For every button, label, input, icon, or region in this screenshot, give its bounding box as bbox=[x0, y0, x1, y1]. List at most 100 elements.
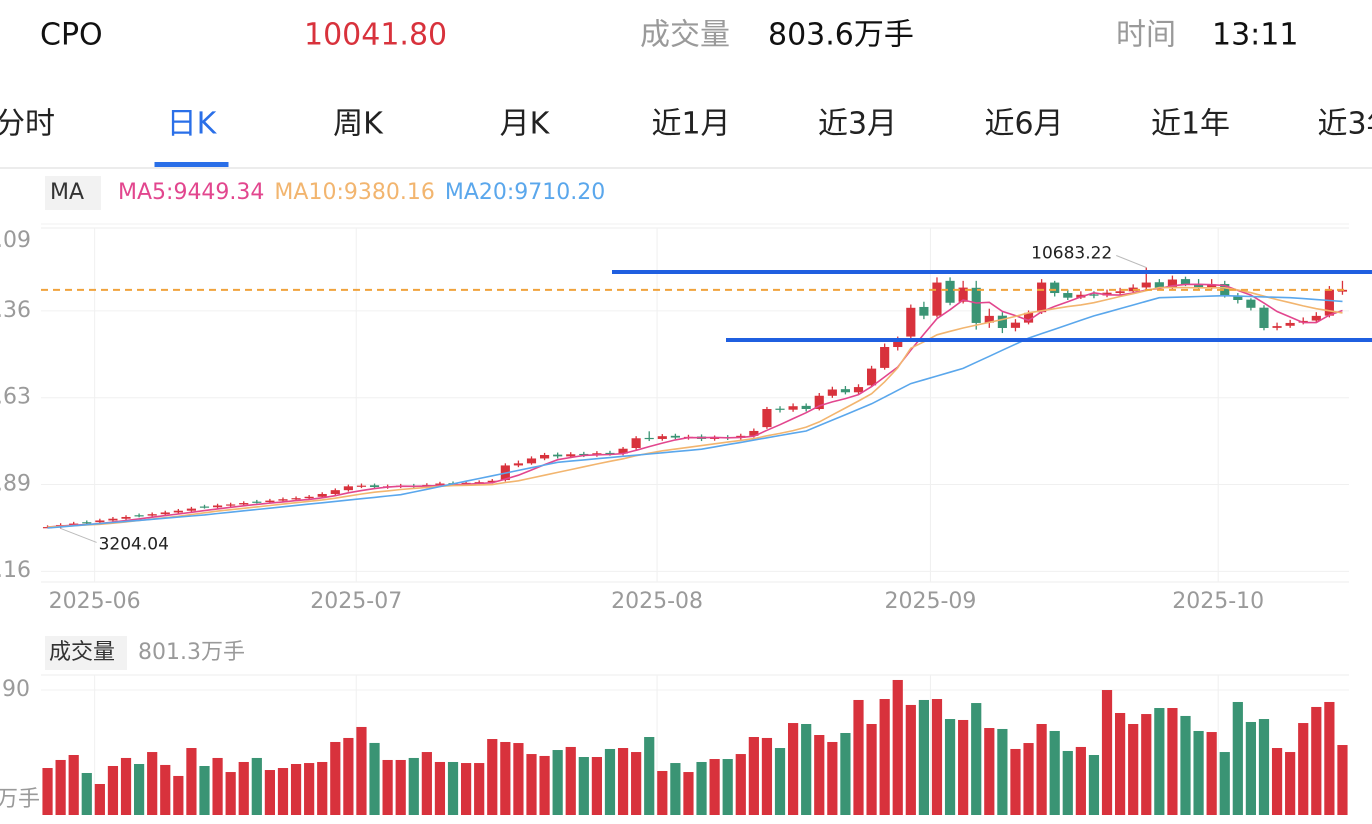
volume-bar bbox=[1337, 745, 1348, 815]
candle-body bbox=[814, 395, 824, 410]
candle-body bbox=[1194, 283, 1204, 288]
volume-bar bbox=[866, 723, 877, 815]
tab[interactable]: 近3年 bbox=[1317, 107, 1372, 142]
volume-bar bbox=[447, 761, 459, 815]
volume-bar bbox=[931, 699, 943, 815]
candle-body bbox=[186, 508, 196, 511]
volume-bar bbox=[748, 737, 759, 815]
volume-bar bbox=[1232, 701, 1243, 815]
candle-body bbox=[1272, 326, 1282, 328]
leader-line bbox=[60, 528, 97, 543]
volume-bar bbox=[735, 754, 746, 815]
tab[interactable]: 分时 bbox=[0, 107, 55, 142]
y-tick-label: 6944.63 bbox=[0, 385, 31, 410]
candle-body bbox=[252, 501, 262, 503]
ma-box bbox=[45, 176, 101, 210]
tab[interactable]: 近1年 bbox=[1151, 107, 1230, 142]
volume-bar bbox=[238, 761, 249, 815]
candle-body bbox=[317, 493, 327, 497]
ma-line bbox=[47, 294, 1343, 529]
candle-body bbox=[134, 515, 144, 517]
x-tick-label: 2025-10 bbox=[1172, 589, 1264, 614]
volume-bar bbox=[1271, 748, 1283, 815]
candle-body bbox=[853, 387, 864, 393]
candle-body bbox=[1167, 279, 1177, 288]
volume-bar bbox=[330, 741, 341, 815]
volume-bar bbox=[133, 763, 145, 815]
volume-unit: 万手 bbox=[0, 787, 40, 812]
tab[interactable]: 近3月 bbox=[818, 107, 897, 142]
volume-bar bbox=[997, 728, 1008, 815]
volume-bar bbox=[94, 783, 105, 815]
legend-entry: MA5:9449.34 bbox=[118, 180, 264, 205]
volume-bar bbox=[1311, 706, 1322, 815]
candle-body bbox=[95, 520, 105, 523]
volume-bar bbox=[343, 737, 354, 815]
volume-bar bbox=[918, 699, 930, 815]
volume-bar bbox=[251, 757, 262, 815]
tab[interactable]: 日K bbox=[167, 107, 218, 142]
tab[interactable]: 近1月 bbox=[651, 107, 730, 142]
volume-bar bbox=[408, 757, 419, 815]
leader-line bbox=[1116, 255, 1147, 268]
candle-body bbox=[330, 490, 340, 494]
candle-body bbox=[69, 523, 79, 525]
candle-body bbox=[108, 518, 118, 521]
volume-bar bbox=[382, 759, 393, 815]
candle-body bbox=[1220, 283, 1230, 296]
volume-bar bbox=[814, 735, 825, 815]
candle-body bbox=[173, 510, 183, 513]
volume-bar bbox=[984, 728, 995, 815]
candle-body bbox=[997, 315, 1007, 328]
volume-bar bbox=[539, 755, 550, 815]
volume-bar bbox=[395, 759, 406, 815]
candle-body bbox=[553, 454, 563, 457]
volume-bar bbox=[277, 768, 289, 815]
volume-bar bbox=[487, 739, 498, 815]
candle-body bbox=[775, 408, 785, 410]
candle-body bbox=[710, 437, 720, 439]
candle-body bbox=[893, 340, 903, 348]
volume-bar bbox=[434, 761, 446, 815]
volume-box bbox=[45, 636, 127, 670]
volume-bar bbox=[264, 770, 276, 815]
candle-body bbox=[435, 483, 445, 485]
candle-body bbox=[1115, 291, 1125, 294]
volume-bar bbox=[1298, 723, 1309, 815]
candle-body bbox=[801, 405, 811, 410]
candle-body bbox=[670, 435, 680, 438]
candle-body bbox=[945, 280, 955, 303]
candle-body bbox=[1154, 282, 1164, 288]
volume-bar bbox=[722, 759, 733, 815]
tab-bar: 分时 日K 周K 月K 近1月 近3月 近6月 近1年 近3年 bbox=[0, 107, 1372, 167]
volume-bar bbox=[787, 723, 799, 815]
candle-body bbox=[82, 522, 92, 524]
tab[interactable]: 近6月 bbox=[984, 107, 1063, 142]
candle-body bbox=[657, 436, 667, 439]
volume-bar bbox=[199, 766, 210, 815]
volume-bar bbox=[683, 772, 694, 815]
volume-bar bbox=[474, 763, 485, 815]
volume-label: 成交量 bbox=[640, 18, 730, 53]
low-label: 3204.04 bbox=[99, 534, 169, 554]
ma-title: MA bbox=[50, 180, 84, 205]
volume-bar bbox=[369, 742, 380, 815]
volume-bar bbox=[617, 748, 629, 815]
volume-bar bbox=[147, 752, 158, 815]
candle-body bbox=[1207, 284, 1217, 288]
candle-body bbox=[1233, 295, 1243, 300]
volume-bar bbox=[853, 699, 864, 815]
tab[interactable]: 周K bbox=[333, 107, 384, 142]
x-tick-label: 2025-08 bbox=[611, 589, 703, 614]
y-tick-label: 4450.89 bbox=[0, 472, 31, 497]
tab[interactable]: 月K bbox=[500, 107, 551, 142]
legend-entry: MA10:9380.16 bbox=[274, 180, 434, 205]
candle-body bbox=[278, 499, 288, 501]
volume-bar bbox=[892, 679, 903, 815]
volume-bar bbox=[905, 704, 916, 815]
candle-body bbox=[160, 512, 170, 515]
candle-body bbox=[540, 454, 550, 459]
volume-bar bbox=[1154, 708, 1165, 815]
volume-bar bbox=[1219, 752, 1230, 815]
